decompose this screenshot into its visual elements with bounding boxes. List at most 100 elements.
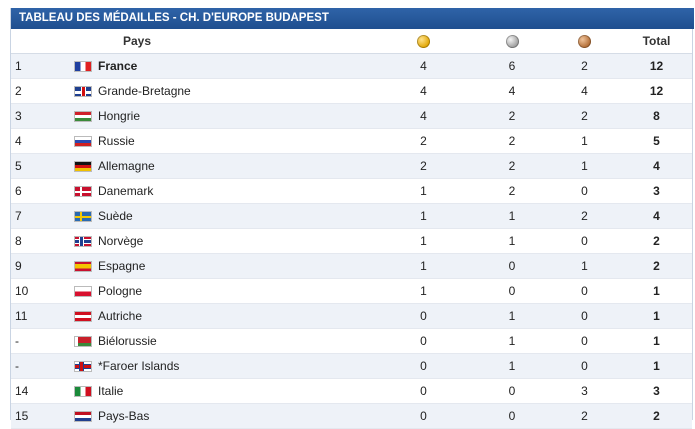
country-cell-content: Russie — [71, 134, 371, 148]
flag-uk-icon — [74, 85, 92, 97]
silver-count: 0 — [476, 403, 548, 429]
country-name: Hongrie — [98, 109, 141, 123]
total-count: 1 — [621, 303, 692, 329]
country-cell-content: Norvège — [71, 234, 371, 248]
flag-italy-icon — [74, 385, 92, 397]
table-row: 8 Norvège 1 1 0 2 — [11, 228, 692, 254]
table-row: 3 Hongrie 4 2 2 8 — [11, 103, 692, 129]
gold-count: 4 — [371, 78, 476, 104]
gold-count: 1 — [371, 228, 476, 254]
country-cell: Biélorussie — [71, 328, 371, 354]
rank-cell: 8 — [11, 228, 71, 254]
country-name: Autriche — [98, 309, 143, 323]
bronze-count: 0 — [548, 303, 621, 329]
country-name: Norvège — [98, 234, 144, 248]
gold-count: 1 — [371, 278, 476, 304]
silver-count: 1 — [476, 303, 548, 329]
silver-count: 2 — [476, 178, 548, 204]
table-row: - Biélorussie 0 1 0 1 — [11, 328, 692, 354]
silver-count: 1 — [476, 328, 548, 354]
table-row: 5 Allemagne 2 2 1 4 — [11, 153, 692, 179]
country-name: Russie — [98, 134, 135, 148]
silver-count: 1 — [476, 228, 548, 254]
total-count: 3 — [621, 378, 692, 404]
bronze-count: 2 — [548, 403, 621, 429]
country-name: Espagne — [98, 259, 146, 273]
rank-cell: - — [11, 328, 71, 354]
medal-table-panel: TABLEAU DES MÉDAILLES - CH. D'EUROPE BUD… — [10, 8, 694, 429]
bronze-count: 1 — [548, 153, 621, 179]
medal-table: Pays Total 1 France 4 6 2 12 2 Grande-Bretagne 4… — [11, 29, 692, 429]
table-row: 14 Italie 0 0 3 3 — [11, 378, 692, 404]
total-count: 3 — [621, 178, 692, 204]
rank-cell: 1 — [11, 53, 71, 79]
gold-count: 0 — [371, 403, 476, 429]
table-header-row: Pays Total — [11, 29, 692, 54]
silver-medal-icon — [505, 35, 519, 49]
rank-cell: 5 — [11, 153, 71, 179]
bronze-count: 0 — [548, 328, 621, 354]
bronze-count: 2 — [548, 103, 621, 129]
rank-cell: 10 — [11, 278, 71, 304]
country-cell: Grande-Bretagne — [71, 78, 371, 104]
country-name: France — [98, 59, 138, 73]
country-cell: Russie — [71, 128, 371, 154]
silver-count: 0 — [476, 378, 548, 404]
country-name: Pologne — [98, 284, 143, 298]
gold-medal-icon — [417, 35, 430, 49]
country-cell: Autriche — [71, 303, 371, 329]
rank-cell: 3 — [11, 103, 71, 129]
country-cell: Italie — [71, 378, 371, 404]
bronze-count: 2 — [548, 53, 621, 79]
bronze-count: 0 — [548, 353, 621, 379]
country-cell-content: *Faroer Islands — [71, 359, 371, 373]
country-name: Italie — [98, 384, 124, 398]
gold-count: 2 — [371, 128, 476, 154]
country-name: Danemark — [98, 184, 154, 198]
total-count: 4 — [621, 153, 692, 179]
rank-cell: 4 — [11, 128, 71, 154]
table-row: 11 Autriche 0 1 0 1 — [11, 303, 692, 329]
country-name: *Faroer Islands — [98, 359, 180, 373]
bronze-count: 1 — [548, 253, 621, 279]
gold-count: 0 — [371, 378, 476, 404]
country-cell: Norvège — [71, 228, 371, 254]
total-count: 12 — [621, 78, 692, 104]
country-name: Biélorussie — [98, 334, 157, 348]
bronze-count: 2 — [548, 203, 621, 229]
country-cell: Allemagne — [71, 153, 371, 179]
silver-count: 2 — [476, 103, 548, 129]
flag-netherlands-icon — [74, 410, 92, 422]
silver-count: 0 — [476, 278, 548, 304]
table-row: 9 Espagne 1 0 1 2 — [11, 253, 692, 279]
country-cell: France — [71, 53, 371, 79]
country-cell: Danemark — [71, 178, 371, 204]
total-count: 1 — [621, 278, 692, 304]
flag-faroe-icon — [74, 360, 92, 372]
total-count: 2 — [621, 403, 692, 429]
total-count: 8 — [621, 103, 692, 129]
total-header: Total — [621, 29, 692, 54]
total-count: 2 — [621, 253, 692, 279]
country-cell-content: Pologne — [71, 284, 371, 298]
rank-cell: 7 — [11, 203, 71, 229]
table-row: 2 Grande-Bretagne 4 4 4 12 — [11, 78, 692, 104]
gold-count: 1 — [371, 253, 476, 279]
rank-cell: - — [11, 353, 71, 379]
flag-sweden-icon — [74, 210, 92, 222]
gold-count: 0 — [371, 328, 476, 354]
flag-france-icon — [74, 60, 92, 72]
total-count: 4 — [621, 203, 692, 229]
gold-count: 4 — [371, 53, 476, 79]
country-cell-content: Grande-Bretagne — [71, 84, 371, 98]
flag-spain-icon — [74, 260, 92, 272]
rank-cell: 6 — [11, 178, 71, 204]
gold-count: 0 — [371, 353, 476, 379]
rank-cell: 2 — [11, 78, 71, 104]
country-cell: Suède — [71, 203, 371, 229]
country-cell: Pologne — [71, 278, 371, 304]
country-cell-content: Danemark — [71, 184, 371, 198]
silver-count: 6 — [476, 53, 548, 79]
bronze-count: 0 — [548, 178, 621, 204]
bronze-count: 1 — [548, 128, 621, 154]
